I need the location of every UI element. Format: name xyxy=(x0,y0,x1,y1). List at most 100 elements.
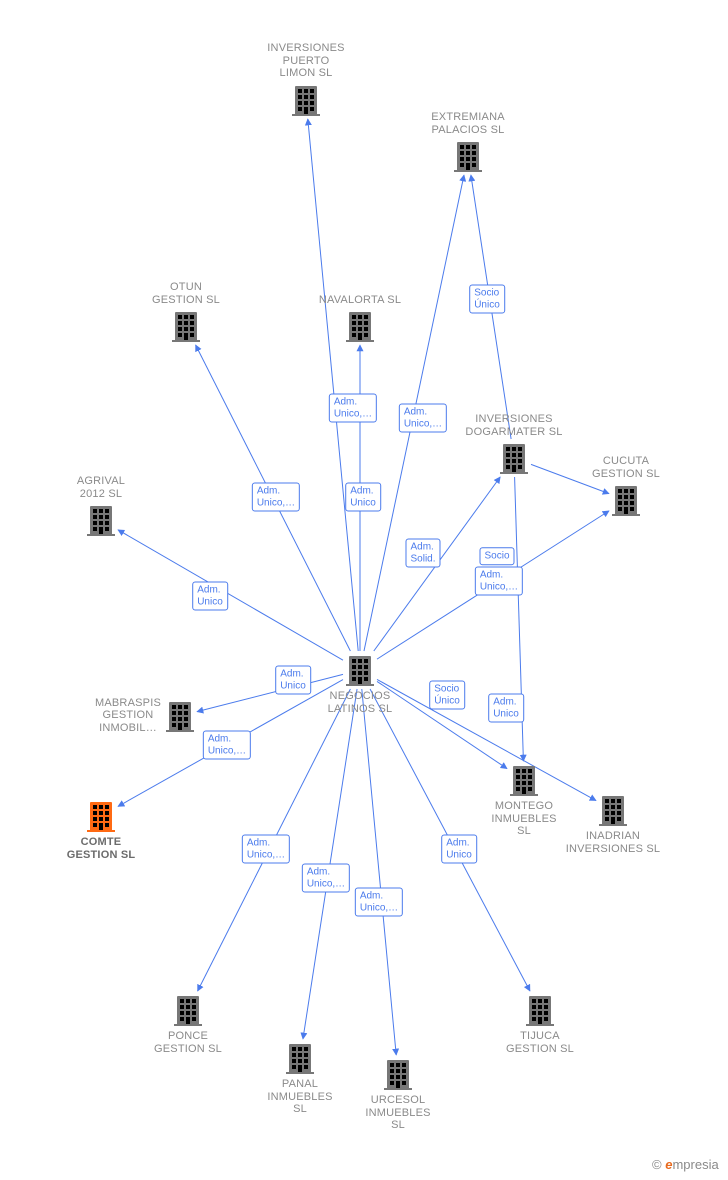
building-icon xyxy=(87,802,115,832)
company-label-line: INVERSIONES xyxy=(267,42,344,55)
edge-label-line2: Unico,… xyxy=(257,497,295,509)
edge-label: Adm.Unico,… xyxy=(475,567,523,596)
company-label-line: SL xyxy=(267,1103,332,1116)
company-label-line: NAVALORTA SL xyxy=(319,294,401,307)
edge-label-line2: Solid. xyxy=(410,553,435,565)
edge-label-line2: Único xyxy=(474,299,500,311)
company-label: CUCUTAGESTION SL xyxy=(592,455,660,480)
building-icon xyxy=(526,996,554,1026)
company-label-line: LIMON SL xyxy=(267,67,344,80)
edge-label-line2: Unico xyxy=(446,849,472,861)
company-label-line: INMUEBLES xyxy=(365,1107,430,1120)
edge-label: SocioÚnico xyxy=(469,285,505,314)
company-label: MABRASPISGESTIONINMOBIL… xyxy=(95,697,161,735)
building-icon xyxy=(346,312,374,342)
edge-label-line1: Adm. xyxy=(360,891,398,903)
edge-label-line2: Unico,… xyxy=(480,581,518,593)
edge-label: Adm.Unico,… xyxy=(252,483,300,512)
company-node[interactable] xyxy=(172,312,200,342)
company-label-line: GESTION SL xyxy=(152,294,220,307)
company-node[interactable] xyxy=(454,142,482,172)
building-icon xyxy=(166,702,194,732)
edge xyxy=(362,689,396,1055)
company-label-line: PONCE xyxy=(154,1030,222,1043)
brand-rest: mpresia xyxy=(672,1157,718,1172)
edge-label: Adm.Unico xyxy=(441,835,477,864)
company-label-line: MONTEGO xyxy=(491,800,556,813)
edge xyxy=(118,530,343,660)
edge-label-line1: Adm. xyxy=(280,669,306,681)
company-label-line: INADRIAN xyxy=(566,830,661,843)
edge-label: Socio xyxy=(479,547,514,565)
company-node[interactable] xyxy=(526,996,554,1026)
edge-label-line2: Unico,… xyxy=(307,878,345,890)
building-icon xyxy=(384,1060,412,1090)
company-label: URCESOLINMUEBLESSL xyxy=(365,1094,430,1132)
edge-label-line1: Adm. xyxy=(307,867,345,879)
building-icon xyxy=(599,796,627,826)
company-label: INVERSIONESPUERTOLIMON SL xyxy=(267,42,344,80)
company-node[interactable] xyxy=(346,656,374,686)
company-node[interactable] xyxy=(500,444,528,474)
building-icon xyxy=(174,996,202,1026)
edge-label: Adm.Unico xyxy=(488,694,524,723)
company-label-line: GESTION xyxy=(95,709,161,722)
company-node[interactable] xyxy=(612,486,640,516)
edge-label-line2: Unico,… xyxy=(247,849,285,861)
company-label-line: SL xyxy=(491,825,556,838)
company-node[interactable] xyxy=(174,996,202,1026)
edge-label-line1: Socio xyxy=(474,288,500,300)
company-label-line: OTUN xyxy=(152,281,220,294)
edge-label-line1: Adm. xyxy=(404,407,442,419)
edge-label-line2: Unico xyxy=(280,680,306,692)
edge-label: Adm.Unico xyxy=(345,483,381,512)
edge-label-line1: Socio xyxy=(434,684,460,696)
company-label-line: AGRIVAL xyxy=(77,475,125,488)
company-label-line: INVERSIONES xyxy=(465,413,562,426)
edge-label: Adm.Unico xyxy=(192,582,228,611)
edge-label-line1: Adm. xyxy=(208,734,246,746)
company-label-line: INMUEBLES xyxy=(267,1091,332,1104)
company-node[interactable] xyxy=(87,802,115,832)
edge-label-line1: Adm. xyxy=(493,697,519,709)
company-label-line: GESTION SL xyxy=(592,468,660,481)
company-node[interactable] xyxy=(346,312,374,342)
building-icon xyxy=(500,444,528,474)
company-label-line: MABRASPIS xyxy=(95,697,161,710)
edge-label-line1: Adm. xyxy=(247,838,285,850)
company-label: INVERSIONESDOGARMATER SL xyxy=(465,413,562,438)
edge-label: Adm.Unico,… xyxy=(203,731,251,760)
company-label-line: INMOBIL… xyxy=(95,722,161,735)
company-label-line: GESTION SL xyxy=(506,1043,574,1056)
company-label-line: PANAL xyxy=(267,1078,332,1091)
company-node[interactable] xyxy=(166,702,194,732)
company-node[interactable] xyxy=(510,766,538,796)
company-label-line: PALACIOS SL xyxy=(431,124,505,137)
copyright-symbol: © xyxy=(652,1157,662,1172)
company-label-line: GESTION SL xyxy=(154,1043,222,1056)
company-label-line: PUERTO xyxy=(267,55,344,68)
company-label-line: LATINOS SL xyxy=(328,703,393,716)
company-label: PANALINMUEBLESSL xyxy=(267,1078,332,1116)
building-icon xyxy=(510,766,538,796)
edge-label: Adm.Solid. xyxy=(405,539,440,568)
company-node[interactable] xyxy=(286,1044,314,1074)
company-label: EXTREMIANAPALACIOS SL xyxy=(431,111,505,136)
company-label: INADRIANINVERSIONES SL xyxy=(566,830,661,855)
company-label-line: GESTION SL xyxy=(67,849,136,862)
company-node[interactable] xyxy=(384,1060,412,1090)
edge-label-line2: Unico,… xyxy=(404,418,442,430)
edge-label-line2: Unico,… xyxy=(360,902,398,914)
company-node[interactable] xyxy=(599,796,627,826)
building-icon xyxy=(286,1044,314,1074)
edge-label-line2: Unico,… xyxy=(334,408,372,420)
company-node[interactable] xyxy=(87,506,115,536)
company-label: OTUNGESTION SL xyxy=(152,281,220,306)
company-label: MONTEGOINMUEBLESSL xyxy=(491,800,556,838)
building-icon xyxy=(454,142,482,172)
company-label-line: INVERSIONES SL xyxy=(566,843,661,856)
edge-label-line2: Unico,… xyxy=(208,745,246,757)
company-node[interactable] xyxy=(292,86,320,116)
company-label-line: NEGOCIOS xyxy=(328,690,393,703)
edge-label: Adm.Unico,… xyxy=(355,888,403,917)
